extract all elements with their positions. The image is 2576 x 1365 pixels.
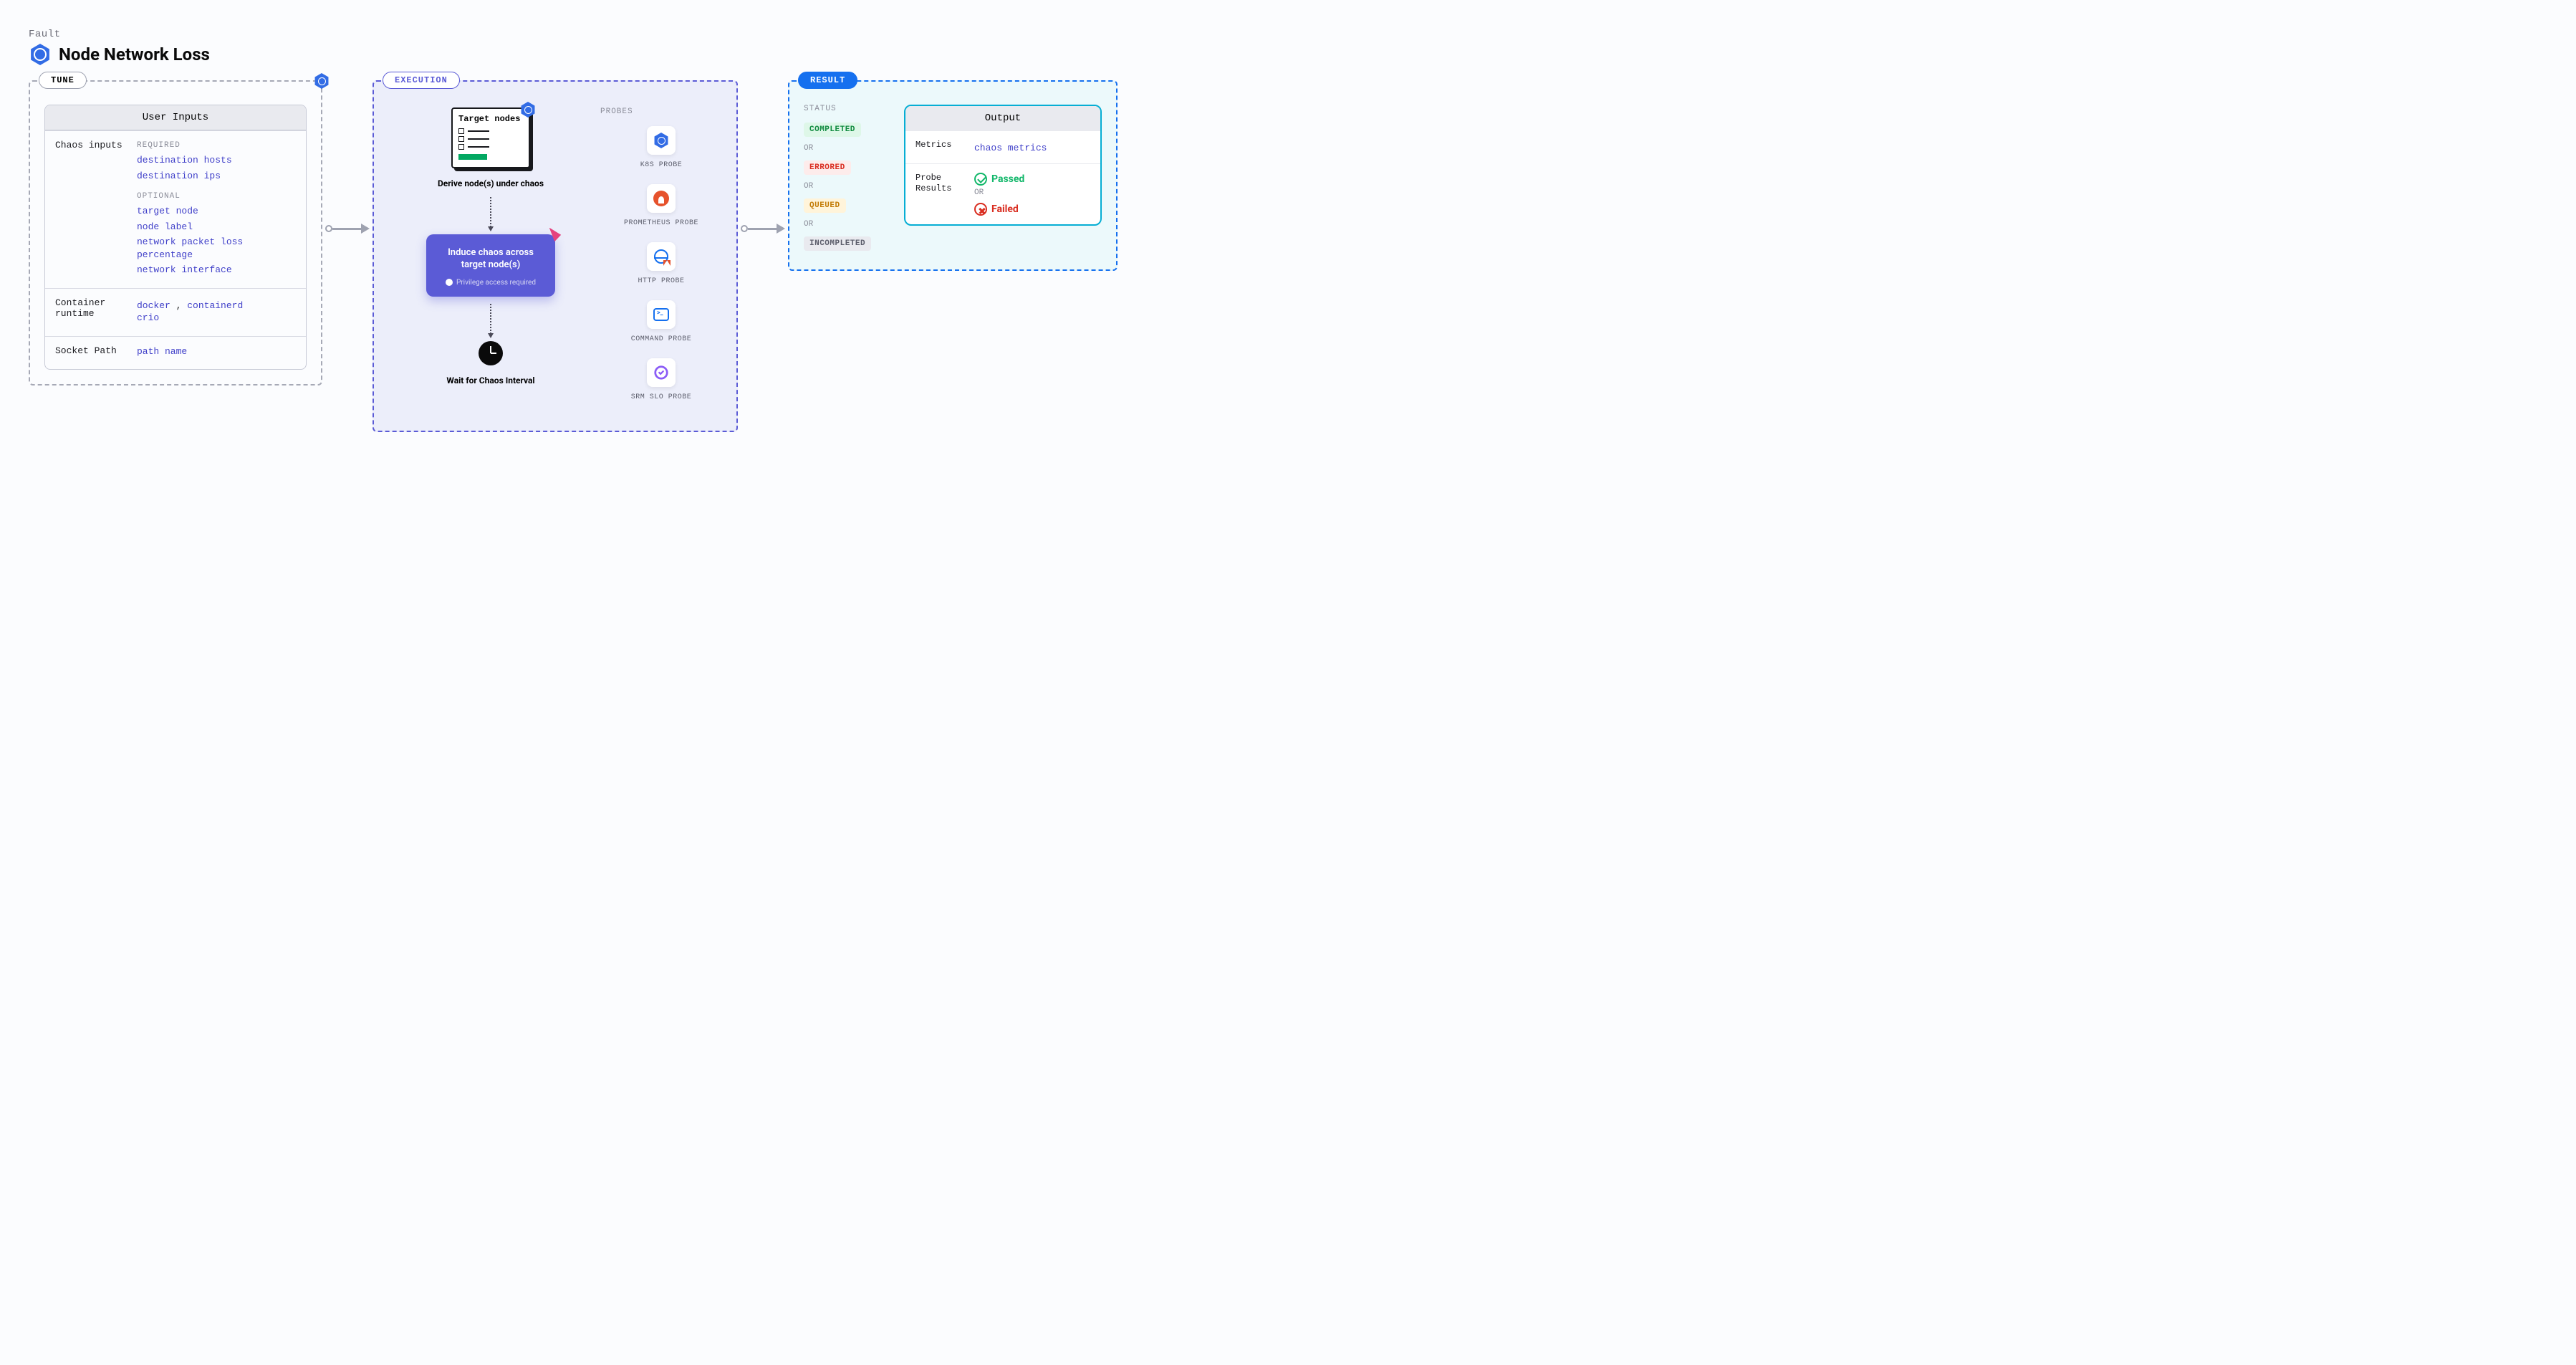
fault-label: Fault xyxy=(29,29,2547,40)
required-heading: REQUIRED xyxy=(137,141,296,150)
status-incompleted: INCOMPLETED xyxy=(804,236,871,251)
probe-results-row: Probe Results Passed OR Failed xyxy=(905,163,1100,224)
or-label: OR xyxy=(974,188,1090,197)
tune-badge: TUNE xyxy=(39,72,87,89)
step-label: Wait for Chaos Interval xyxy=(446,375,534,387)
k8s-probe-icon xyxy=(647,126,676,155)
output-title: Output xyxy=(905,106,1100,130)
clock-icon xyxy=(479,341,503,365)
header: Fault Node Network Loss xyxy=(29,29,2547,66)
execution-flow: Target nodes Derive node(s) under chaos … xyxy=(388,96,593,416)
user-inputs-card: User Inputs Chaos inputs REQUIRED destin… xyxy=(44,105,307,370)
output-column: Output Metrics chaos metrics Probe Resul… xyxy=(904,96,1102,255)
probe-item-prometheus: PROMETHEUS PROBE xyxy=(600,184,722,228)
arrow-execution-to-result xyxy=(738,80,788,234)
section-label: Container runtime xyxy=(55,297,127,327)
metrics-label: Metrics xyxy=(915,140,966,155)
probe-label: HTTP PROBE xyxy=(638,277,684,286)
kubernetes-icon xyxy=(29,43,52,66)
kubernetes-icon xyxy=(520,102,536,118)
status-heading: STATUS xyxy=(804,105,904,113)
result-badge: RESULT xyxy=(798,72,857,89)
or-label: OR xyxy=(804,144,904,153)
output-card: Output Metrics chaos metrics Probe Resul… xyxy=(904,105,1102,226)
flow-arrow-icon xyxy=(490,197,491,227)
probes-heading: PROBES xyxy=(600,107,722,116)
probe-results-label: Probe Results xyxy=(915,173,966,216)
probe-label: PROMETHEUS PROBE xyxy=(624,219,698,228)
probe-item-http: HTTP PROBE xyxy=(600,242,722,286)
optional-heading: OPTIONAL xyxy=(137,192,296,201)
passed-status: Passed xyxy=(974,173,1090,186)
pin-icon xyxy=(547,227,562,242)
probe-label: K8S PROBE xyxy=(640,161,683,170)
input-link[interactable]: node label xyxy=(137,221,296,234)
page-title: Node Network Loss xyxy=(59,44,210,64)
failed-status: Failed xyxy=(974,203,1090,216)
arrow-tune-to-execution xyxy=(322,80,373,234)
diagram-canvas: TUNE User Inputs Chaos inputs REQUIRED d… xyxy=(29,80,2547,432)
probe-item-srm: SRM SLO PROBE xyxy=(600,358,722,402)
section-label: Chaos inputs xyxy=(55,140,127,279)
input-link[interactable]: crio xyxy=(137,312,296,325)
probe-item-command: COMMAND PROBE xyxy=(600,300,722,344)
status-completed: COMPLETED xyxy=(804,123,861,137)
probe-item-k8s: K8S PROBE xyxy=(600,126,722,170)
user-inputs-title: User Inputs xyxy=(45,105,306,130)
input-link[interactable]: docker , containerd xyxy=(137,300,243,311)
input-link[interactable]: destination hosts xyxy=(137,154,296,167)
chaos-card-title: Induce chaos across target node(s) xyxy=(435,247,547,272)
chaos-card-subtitle: Privilege access required xyxy=(435,279,547,287)
target-card-title: Target nodes xyxy=(458,115,523,124)
prometheus-probe-icon xyxy=(647,184,676,213)
input-link[interactable]: destination ips xyxy=(137,170,296,183)
flow-arrow-icon xyxy=(490,304,491,334)
metrics-row: Metrics chaos metrics xyxy=(905,130,1100,163)
probes-column: PROBES K8S PROBE PROMETHEUS PROBE HTTP P… xyxy=(593,96,722,416)
or-label: OR xyxy=(804,182,904,191)
metrics-link[interactable]: chaos metrics xyxy=(974,143,1047,153)
or-label: OR xyxy=(804,220,904,229)
chaos-inputs-section: Chaos inputs REQUIRED destination hosts … xyxy=(45,130,306,288)
section-label: Socket Path xyxy=(55,345,127,361)
induce-chaos-card: Induce chaos across target node(s) Privi… xyxy=(426,234,555,297)
tune-panel: TUNE User Inputs Chaos inputs REQUIRED d… xyxy=(29,80,322,385)
container-runtime-section: Container runtime docker , containerd cr… xyxy=(45,288,306,336)
input-link[interactable]: network packet loss percentage xyxy=(137,236,296,261)
status-queued: QUEUED xyxy=(804,198,846,213)
target-nodes-card: Target nodes xyxy=(451,107,530,168)
check-icon xyxy=(974,173,987,186)
progress-icon xyxy=(458,154,487,160)
probe-label: SRM SLO PROBE xyxy=(631,393,692,402)
status-errored: ERRORED xyxy=(804,161,851,175)
probe-label: COMMAND PROBE xyxy=(631,335,692,344)
http-probe-icon xyxy=(647,242,676,271)
srm-probe-icon xyxy=(647,358,676,387)
x-icon xyxy=(974,203,987,216)
execution-badge: EXECUTION xyxy=(383,72,460,89)
input-link[interactable]: target node xyxy=(137,205,296,218)
input-link[interactable]: network interface xyxy=(137,264,296,277)
input-link[interactable]: path name xyxy=(137,345,296,358)
status-column: STATUS COMPLETED OR ERRORED OR QUEUED OR… xyxy=(804,96,904,255)
socket-path-section: Socket Path path name xyxy=(45,336,306,370)
result-panel: RESULT STATUS COMPLETED OR ERRORED OR QU… xyxy=(788,80,1118,271)
step-label: Derive node(s) under chaos xyxy=(438,178,544,190)
execution-panel: EXECUTION Target nodes Derive node(s) un… xyxy=(373,80,738,432)
command-probe-icon xyxy=(647,300,676,329)
